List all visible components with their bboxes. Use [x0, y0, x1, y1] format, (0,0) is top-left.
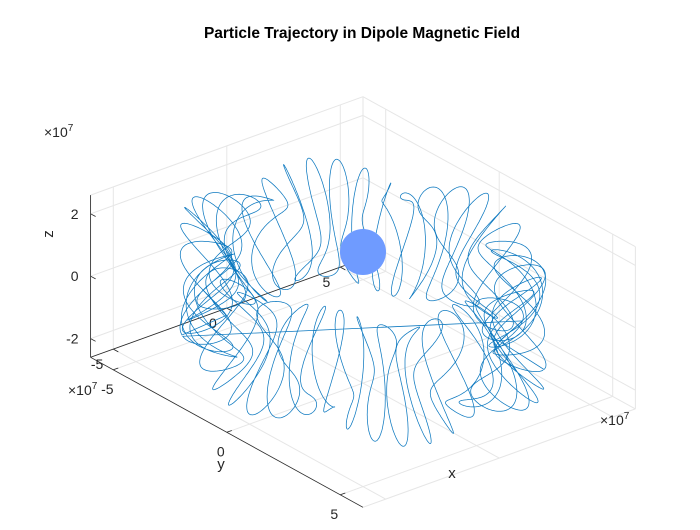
z-gridline-wall [90, 239, 364, 340]
z-gridline-wall [362, 114, 636, 266]
y-gridline-floor [340, 266, 613, 418]
x-tick-label: -5 [101, 381, 114, 397]
y-exponent-label: ×107 [68, 381, 98, 398]
x-tick [113, 367, 119, 371]
x-tick-label: 0 [217, 443, 225, 459]
z-gridline-wall [362, 239, 636, 391]
label-layer: x y z ×107 ×107 ×107 [40, 123, 630, 482]
x-tick [226, 430, 232, 433]
z-tick-label: 0 [71, 268, 79, 284]
z-gridline-wall [90, 114, 364, 215]
x-tick-label: 5 [330, 506, 338, 522]
x-axis-label: x [448, 465, 456, 482]
data-layer [179, 157, 547, 447]
x-tick [340, 492, 346, 496]
z-tick [90, 275, 96, 280]
y-gridline-floor [113, 348, 386, 500]
z-tick-label: 2 [71, 206, 79, 222]
y-gridline-floor [226, 307, 500, 459]
x-axis-line [90, 356, 364, 508]
z-axis-label: z [40, 230, 57, 238]
grid-layer [90, 96, 636, 508]
y-tick [226, 307, 232, 312]
z-tick-label: -2 [66, 331, 79, 347]
chart-title: Particle Trajectory in Dipole Magnetic F… [204, 25, 520, 42]
y-tick [340, 266, 346, 271]
z-exponent-label: ×107 [44, 123, 74, 140]
y-tick-label: -5 [91, 356, 104, 372]
y-tick-label: 0 [209, 315, 217, 331]
trajectory-back-line [179, 157, 547, 372]
z-tick [90, 338, 96, 342]
y-tick-label: 5 [323, 274, 331, 290]
z-tick [90, 213, 96, 217]
trajectory-front-line [179, 240, 547, 447]
z-gridline-wall [90, 177, 364, 277]
z-gridline-wall [362, 177, 636, 329]
y-tick [113, 348, 119, 353]
dipole-sphere [340, 229, 386, 275]
y-axis-label: y [217, 456, 225, 473]
x-exponent-label: ×107 [600, 411, 630, 428]
